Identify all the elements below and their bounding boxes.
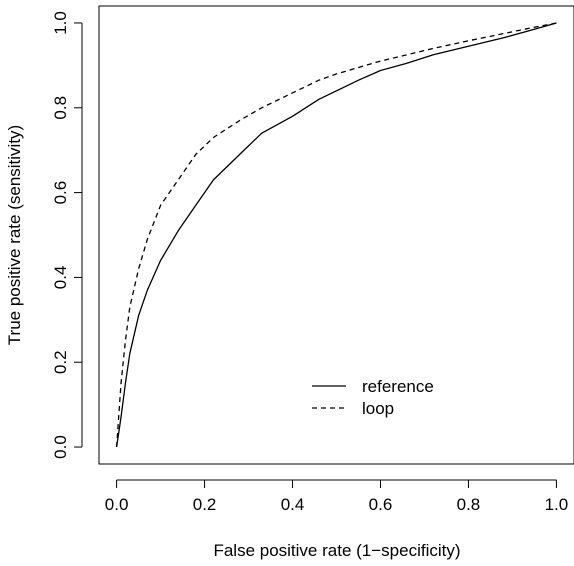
y-tick-label: 0.4 bbox=[51, 266, 70, 290]
x-tick-label: 0.6 bbox=[369, 495, 393, 514]
y-axis-label: True positive rate (sensitivity) bbox=[5, 125, 24, 345]
legend-label-loop: loop bbox=[362, 399, 394, 418]
legend: reference loop bbox=[312, 377, 434, 418]
y-tick-label: 0.6 bbox=[51, 181, 70, 205]
x-axis-label: False positive rate (1−specificity) bbox=[213, 541, 460, 560]
series-line-loop bbox=[115, 22, 557, 448]
y-tick-label: 0.8 bbox=[51, 96, 70, 120]
y-tick-label: 0.0 bbox=[51, 435, 70, 459]
series-layer bbox=[115, 22, 557, 448]
series-line-reference bbox=[115, 22, 557, 448]
x-tick-label: 0.4 bbox=[281, 495, 305, 514]
x-tick-label: 0.2 bbox=[193, 495, 217, 514]
legend-label-reference: reference bbox=[362, 377, 434, 396]
x-tick-label: 0.8 bbox=[457, 495, 481, 514]
y-axis: 0.0 0.2 0.4 0.6 0.8 1.0 bbox=[51, 11, 83, 459]
plot-frame bbox=[98, 5, 574, 465]
y-tick-label: 1.0 bbox=[51, 11, 70, 35]
x-tick-label: 1.0 bbox=[545, 495, 569, 514]
y-tick-label: 0.2 bbox=[51, 350, 70, 374]
x-tick-label: 0.0 bbox=[105, 495, 129, 514]
x-axis: 0.0 0.2 0.4 0.6 0.8 1.0 bbox=[105, 479, 569, 514]
